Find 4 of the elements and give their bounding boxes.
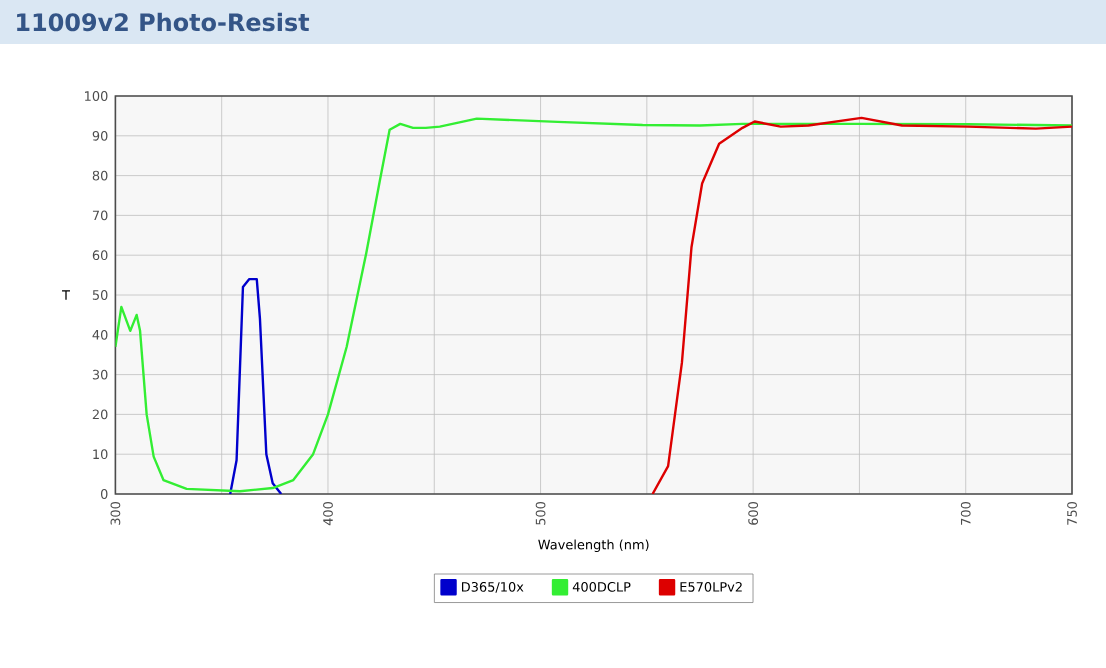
line-series xyxy=(229,277,283,494)
chart-title: 11009v2 Photo-Resist xyxy=(17,12,310,32)
line-series xyxy=(115,117,1072,493)
line-series xyxy=(651,116,1072,494)
